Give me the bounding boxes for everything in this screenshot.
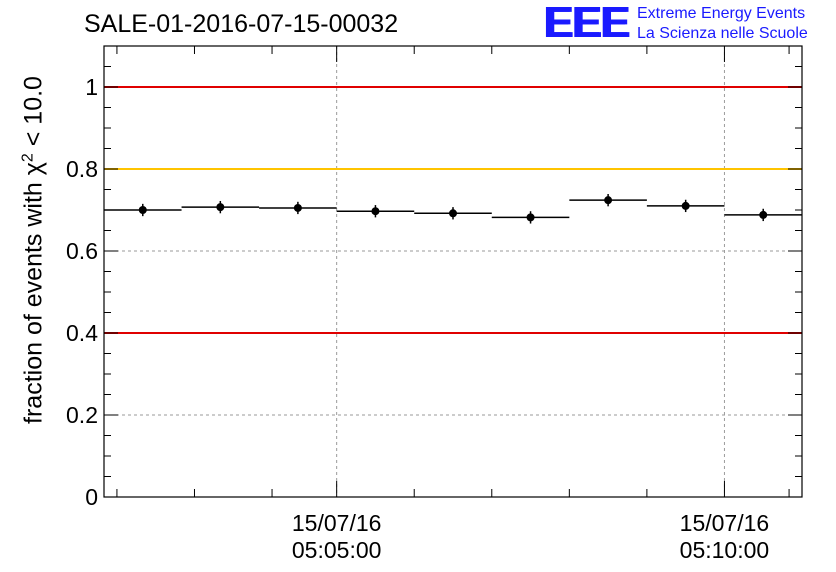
x-tick-label-date: 15/07/16 [680,510,770,536]
plot-frame [103,45,803,498]
data-point [604,196,613,205]
x-tick-label-time: 05:05:00 [292,537,382,563]
data-point [449,209,457,218]
logo-line-2: La Scienza nelle Scuole [637,25,808,42]
data-point [216,203,225,212]
data-point [681,201,690,210]
y-tick-label: 0 [85,484,98,510]
data-point [293,203,302,212]
data-point [526,213,535,222]
y-tick-label: 0.8 [66,156,98,182]
logo-mark: EEE [543,0,629,47]
data-point [371,207,380,216]
y-tick-label: 1 [85,74,98,100]
y-tick-label: 0.6 [66,238,98,264]
eee-logo: EEE Extreme Energy Events La Scienza nel… [543,0,833,47]
chart-title: SALE-01-2016-07-15-00032 [84,10,399,38]
y-tick-label: 0.4 [66,320,98,346]
x-tick-label-time: 05:10:00 [680,537,770,563]
y-tick-label: 0.2 [66,402,98,428]
data-point [759,210,768,219]
x-tick-label-date: 15/07/16 [292,510,382,536]
logo-line-1: Extreme Energy Events [637,5,806,22]
data-point [138,206,147,214]
